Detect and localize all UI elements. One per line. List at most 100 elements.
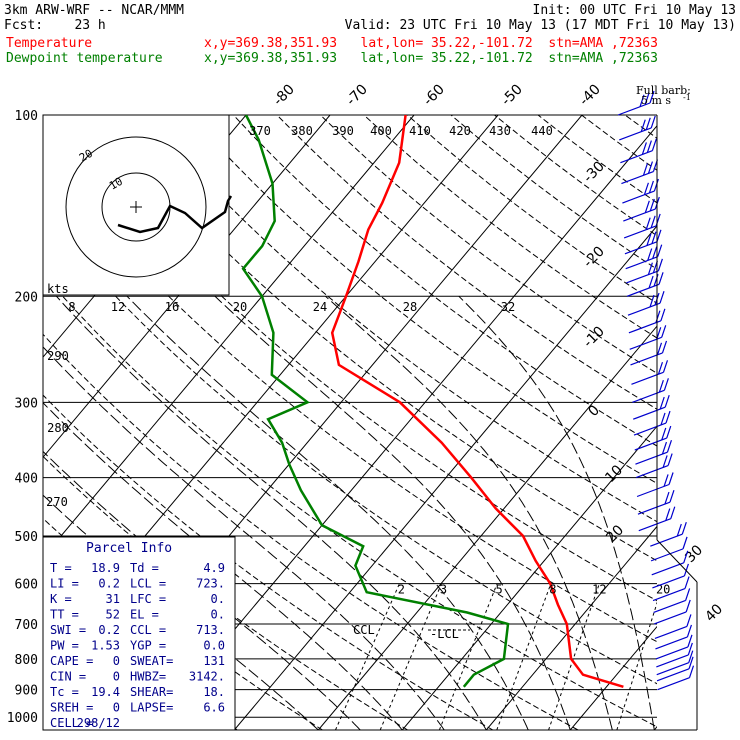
barb-flag [649, 294, 655, 308]
parcel-field-value: 713. [196, 623, 225, 637]
barb-staff [654, 625, 688, 640]
wind-barb [654, 614, 692, 640]
barb-staff [652, 587, 686, 602]
isotherm-label: -60 [420, 81, 447, 108]
hodograph-scale-label: 16 [165, 300, 179, 314]
hodograph-ring-label: 10 [107, 175, 125, 193]
barb-key-line1: Full barb: [636, 84, 691, 97]
parcel-field-value: 1.53 [91, 639, 120, 653]
pressure-label: 600 [15, 578, 38, 593]
wind-barb [656, 642, 693, 668]
parcel-field-name: T = [50, 561, 72, 575]
wind-barb [651, 550, 689, 576]
isotherm-label: -40 [576, 81, 603, 108]
pressure-label: 300 [15, 396, 38, 411]
wind-barb [626, 258, 663, 284]
barb-staff [619, 127, 652, 141]
barb-staff [635, 451, 668, 465]
mixing-ratio-line [548, 583, 600, 730]
parcel-field-name: SWI = [50, 623, 86, 637]
barb-flag [658, 380, 664, 393]
barb-staff [623, 208, 656, 222]
mixing-ratio-label: 20 [656, 583, 670, 597]
isotherm-label: -80 [270, 81, 297, 108]
parcel-field-name: SWEAT= [130, 654, 173, 668]
wind-barb [627, 291, 665, 316]
barb-staff [656, 668, 690, 682]
barb-key: Full barb:5 m s -1 [636, 84, 691, 107]
barb-staff [620, 150, 653, 164]
barb-flag [676, 523, 682, 537]
barb-flag [681, 522, 687, 535]
parcel-field-value: 6.6 [203, 701, 225, 715]
pressure-label: 700 [15, 618, 38, 633]
barb-staff [632, 389, 665, 403]
barb-staff [653, 599, 686, 614]
parcel-field-name: SHEAR= [130, 685, 173, 699]
barb-flag [667, 453, 673, 466]
isotherm [149, 124, 657, 730]
barb-flag [644, 200, 650, 214]
theta-label: 430 [489, 124, 511, 138]
barb-flag [640, 119, 646, 132]
barb-flag [649, 90, 655, 104]
dry-adiabat [581, 115, 657, 171]
ccl-label: CCL [353, 623, 375, 637]
parcel-field-name: HWBZ= [130, 670, 166, 684]
isotherm [43, 115, 415, 559]
temperature-legend: Temperature [6, 36, 93, 51]
barb-staff [635, 465, 669, 479]
parcel-field-value: 0 [113, 701, 120, 715]
hodograph-scale-label: 28 [403, 300, 417, 314]
pressure-label: 500 [15, 530, 38, 545]
barb-panel-edge [656, 539, 698, 583]
barb-flag [647, 161, 654, 174]
mixing-ratio-label: 3 [440, 583, 447, 597]
barb-flag [669, 489, 675, 503]
mixing-ratio-line [379, 583, 442, 730]
barb-staff [650, 548, 684, 562]
barb-flag [688, 656, 694, 670]
barb-flag [659, 396, 665, 410]
parcel-field-value: 4.9 [203, 561, 225, 575]
parcel-field-value: 723. [196, 577, 225, 591]
wind-barb [632, 378, 669, 403]
hodograph-kts-label: kts [47, 282, 69, 296]
parcel-field-name: TT = [50, 608, 79, 622]
barb-staff [650, 533, 683, 547]
dry-adiabat [189, 115, 657, 484]
barb-flag [670, 506, 676, 519]
parcel-field-name: LFC = [130, 592, 166, 606]
barb-staff [633, 422, 667, 436]
dry-adiabat [43, 212, 657, 685]
barb-flag [658, 272, 664, 285]
isotherm [485, 525, 657, 730]
parcel-info-panel: Parcel Info T = 18.9 Td = 4.9 LI = 0.2 LCL = 723… [42, 536, 236, 731]
barb-staff [655, 646, 689, 660]
barb-staff [636, 483, 670, 498]
wind-barb [630, 340, 668, 366]
barb-flag [687, 642, 693, 656]
barb-flag [685, 588, 691, 601]
barb-flag [650, 215, 656, 229]
moist-adiabat [214, 295, 571, 730]
parcel-field-value: 0. [211, 592, 225, 606]
wind-barb [650, 536, 688, 562]
wind-barb [617, 90, 655, 116]
wind-barb [655, 634, 693, 660]
barb-flag [687, 634, 693, 648]
wind-barb [655, 624, 693, 650]
theta-label: 420 [449, 124, 471, 138]
barb-staff [634, 437, 667, 451]
barb-flag [647, 262, 653, 275]
barb-flag [656, 342, 663, 356]
barb-staff [633, 406, 666, 420]
hodograph-trace [117, 195, 233, 234]
barb-staff [623, 225, 657, 239]
model-title: 3km ARW-WRF -- NCAR/MMM [4, 3, 185, 18]
wind-barb [635, 439, 673, 465]
wind-barb [619, 115, 656, 141]
parcel-field-value: 298/12 [77, 716, 120, 730]
wind-barb [623, 196, 660, 222]
